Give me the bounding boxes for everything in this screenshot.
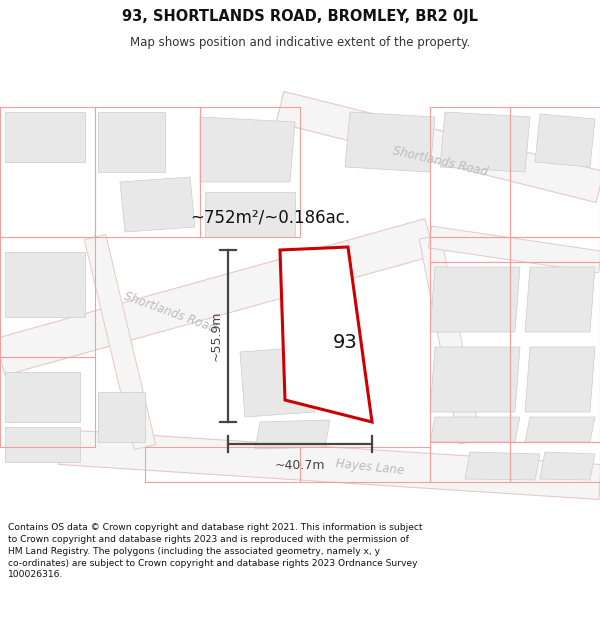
Polygon shape xyxy=(98,392,145,442)
Polygon shape xyxy=(280,247,372,422)
Polygon shape xyxy=(5,112,85,162)
Polygon shape xyxy=(465,452,540,480)
Polygon shape xyxy=(200,117,295,182)
Polygon shape xyxy=(525,267,595,332)
Text: Shortlands Road: Shortlands Road xyxy=(391,145,489,179)
Polygon shape xyxy=(428,226,600,273)
Text: ~752m²/~0.186ac.: ~752m²/~0.186ac. xyxy=(190,208,350,226)
Text: Shortlands Road: Shortlands Road xyxy=(122,289,218,335)
Polygon shape xyxy=(345,112,435,172)
Polygon shape xyxy=(430,417,520,442)
Polygon shape xyxy=(205,192,295,237)
Polygon shape xyxy=(240,347,315,417)
Polygon shape xyxy=(525,417,595,442)
Polygon shape xyxy=(535,114,595,167)
Polygon shape xyxy=(59,429,600,499)
Polygon shape xyxy=(430,267,520,332)
Polygon shape xyxy=(5,372,80,422)
Polygon shape xyxy=(430,347,520,412)
Text: 93: 93 xyxy=(332,332,358,351)
Polygon shape xyxy=(255,420,330,449)
Text: ~40.7m: ~40.7m xyxy=(275,459,325,472)
Polygon shape xyxy=(419,235,481,444)
Polygon shape xyxy=(98,112,165,172)
Text: 93, SHORTLANDS ROAD, BROMLEY, BR2 0JL: 93, SHORTLANDS ROAD, BROMLEY, BR2 0JL xyxy=(122,9,478,24)
Polygon shape xyxy=(5,427,80,462)
Text: ~55.9m: ~55.9m xyxy=(209,311,223,361)
Text: Hayes Lane: Hayes Lane xyxy=(335,457,405,477)
Polygon shape xyxy=(0,219,435,375)
Text: Map shows position and indicative extent of the property.: Map shows position and indicative extent… xyxy=(130,36,470,49)
Polygon shape xyxy=(120,177,195,232)
Polygon shape xyxy=(440,112,530,172)
Polygon shape xyxy=(525,347,595,412)
Text: Contains OS data © Crown copyright and database right 2021. This information is : Contains OS data © Crown copyright and d… xyxy=(8,523,422,579)
Polygon shape xyxy=(276,91,600,202)
Polygon shape xyxy=(84,234,156,449)
Polygon shape xyxy=(540,452,595,480)
Polygon shape xyxy=(5,252,85,317)
